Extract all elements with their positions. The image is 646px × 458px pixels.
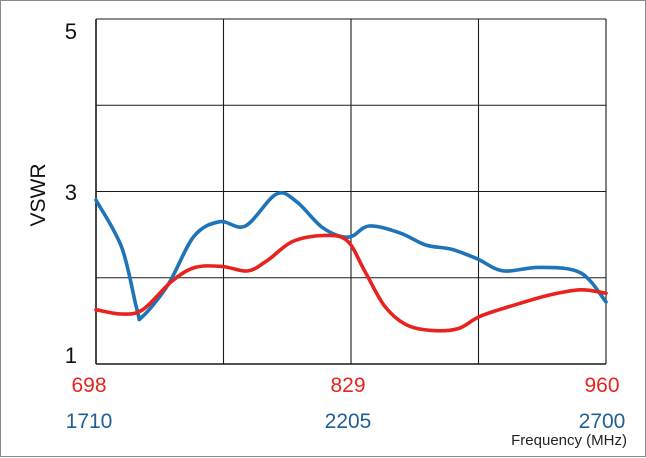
- x-tick-label: 2205: [325, 410, 372, 433]
- x-tick-labels-band-2: 1710 2205 2700: [66, 410, 626, 433]
- x-axis-label: Frequency (MHz): [511, 432, 627, 449]
- series-line-blue: [94, 191, 608, 322]
- x-tick-label: 698: [71, 374, 106, 397]
- x-tick-labels-band-1: 698 829 960: [71, 374, 619, 397]
- y-axis-label: VSWR: [27, 164, 50, 227]
- x-tick-label: 1710: [66, 410, 113, 433]
- series-lines: [94, 191, 608, 333]
- y-tick-labels: 5 3 1: [65, 19, 77, 368]
- x-tick-label: 829: [330, 374, 365, 397]
- y-tick-label: 5: [65, 19, 77, 44]
- series-line-red: [94, 233, 608, 333]
- x-tick-label: 960: [584, 374, 619, 397]
- grid: [95, 18, 607, 365]
- y-tick-label: 3: [65, 180, 77, 205]
- x-tick-label: 2700: [579, 410, 626, 433]
- y-tick-label: 1: [65, 343, 77, 368]
